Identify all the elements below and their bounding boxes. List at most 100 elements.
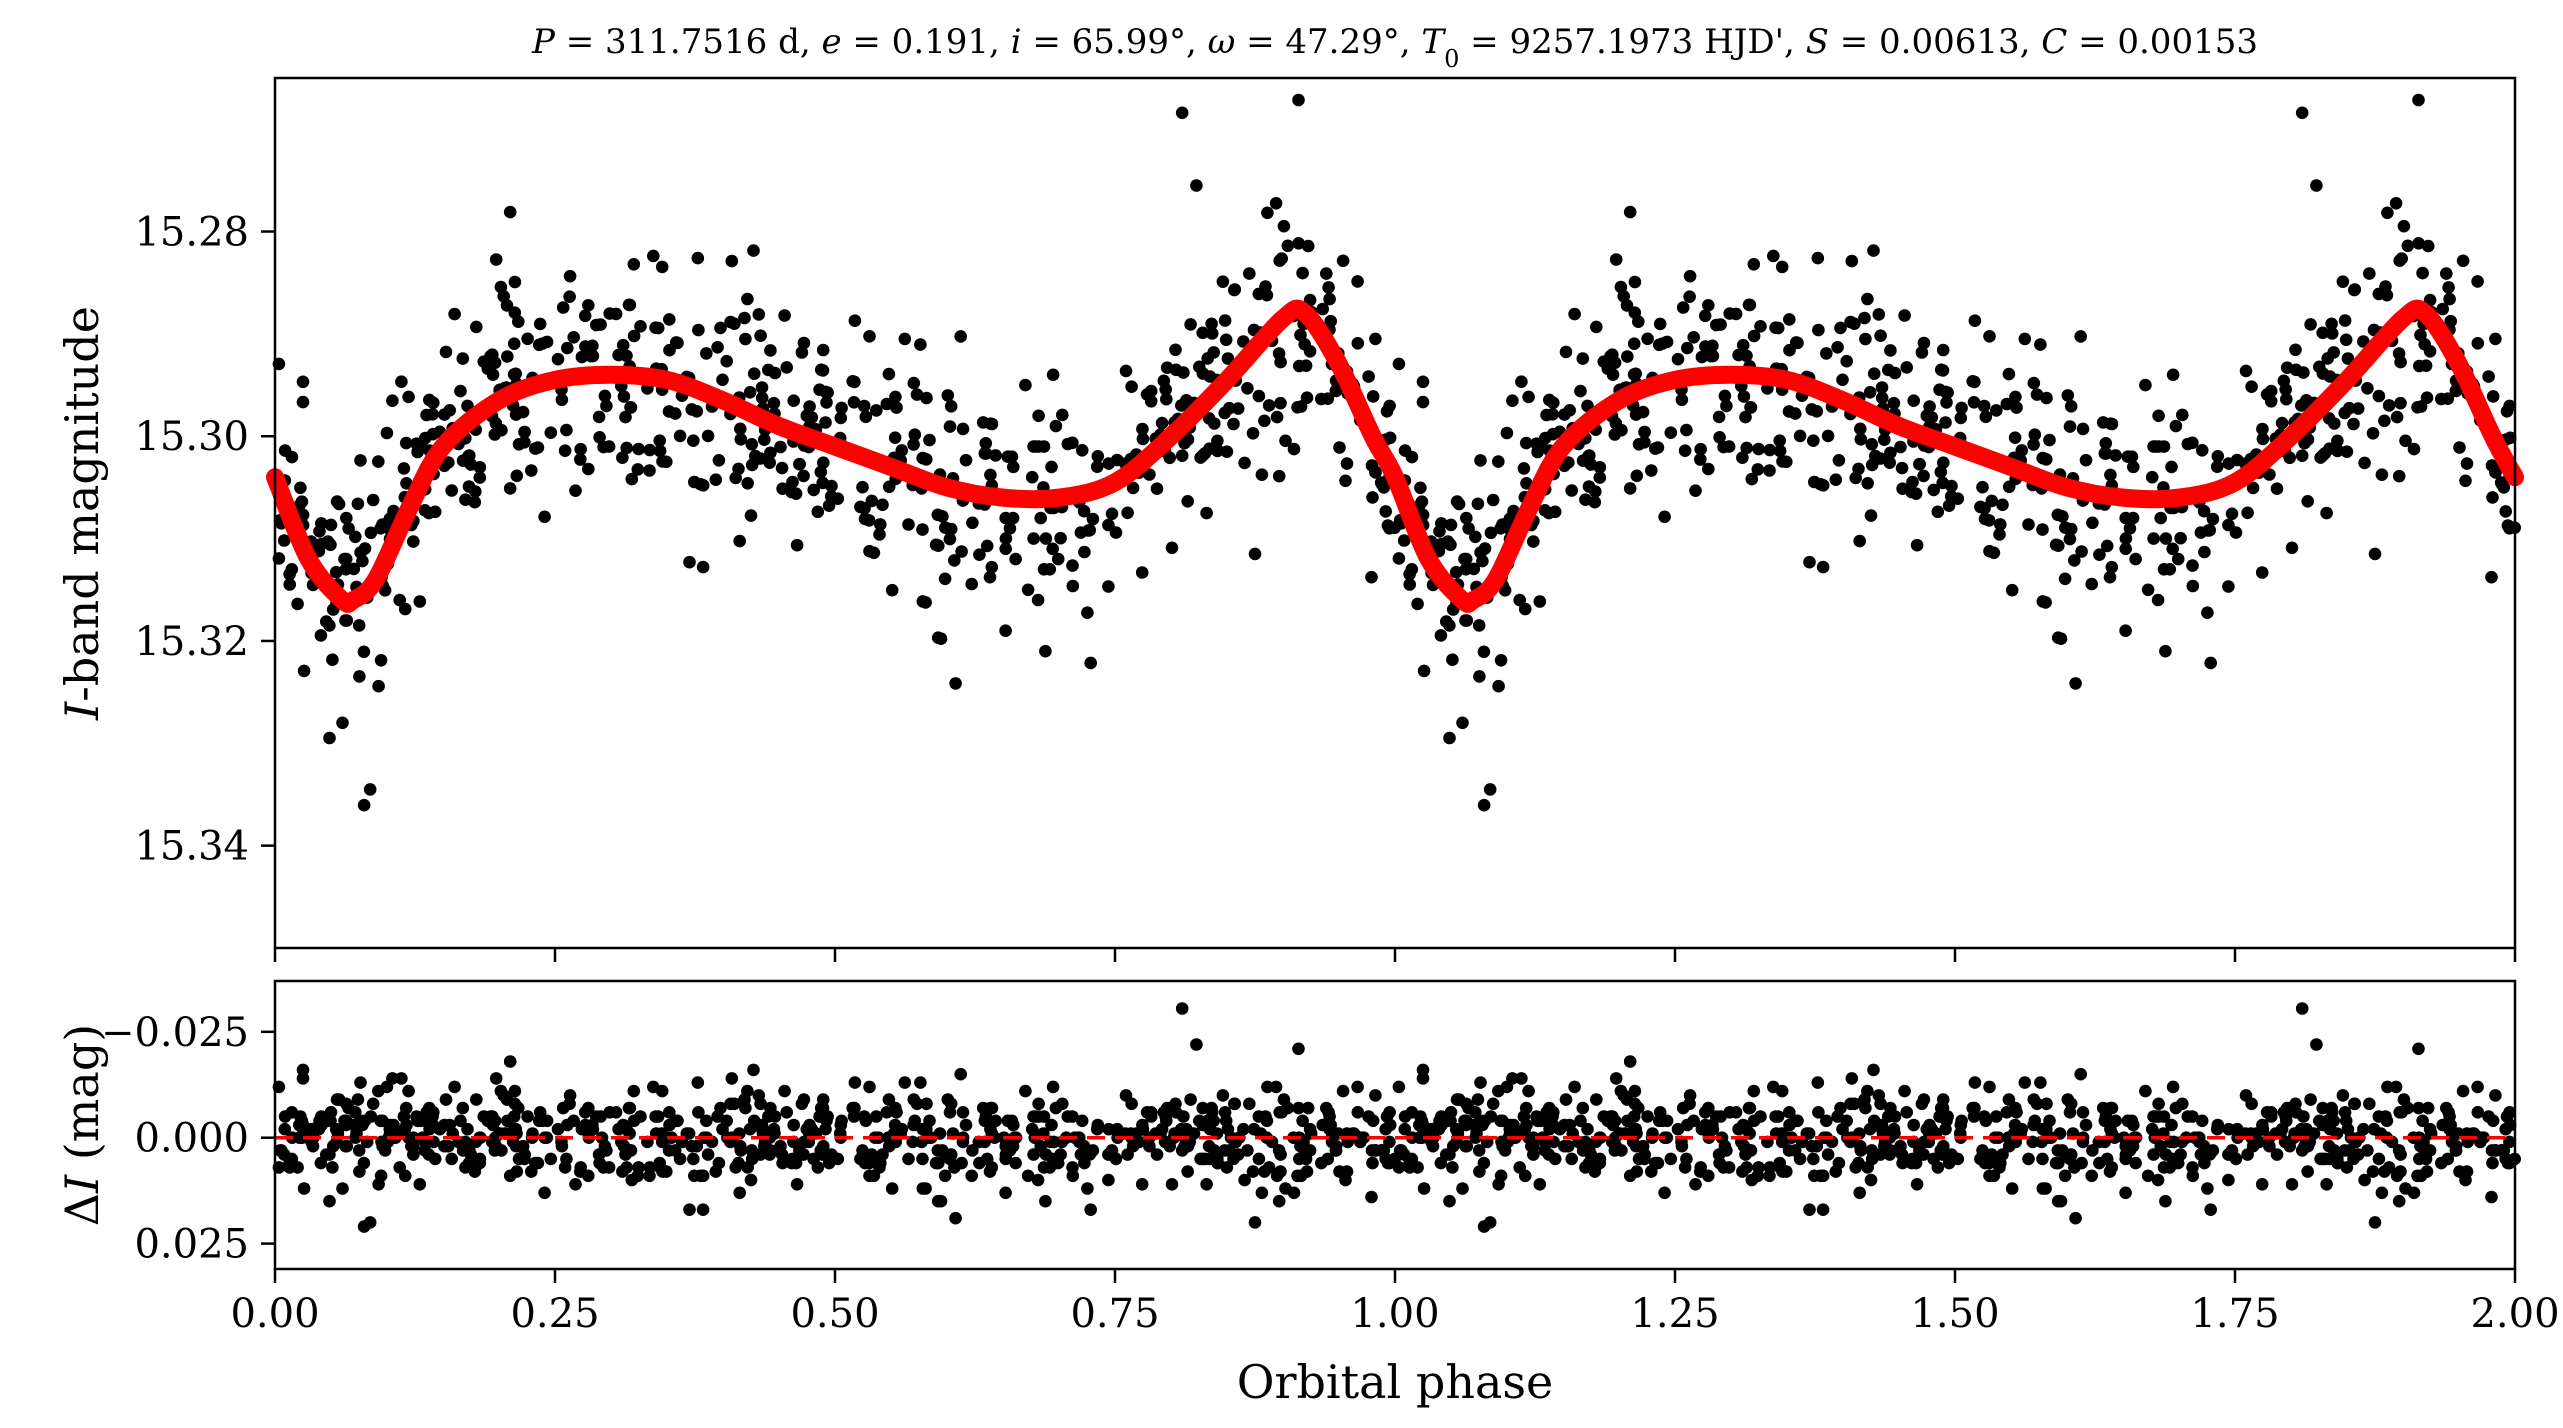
data-point — [2222, 580, 2235, 593]
data-point — [1683, 290, 1696, 304]
residual-point — [399, 1101, 413, 1115]
data-point — [778, 309, 791, 322]
data-point — [858, 512, 872, 526]
data-point — [617, 390, 631, 403]
residual-point — [863, 1169, 876, 1183]
data-point — [2416, 266, 2429, 280]
residual-point — [1483, 1216, 1497, 1229]
data-point — [1211, 434, 1224, 448]
data-point — [2147, 532, 2160, 545]
data-point — [2104, 468, 2117, 482]
residual-point — [2368, 1216, 2382, 1229]
data-point — [1867, 367, 1881, 381]
residual-point — [752, 1089, 766, 1102]
residual-point — [2297, 1110, 2310, 1123]
data-point — [745, 438, 759, 451]
data-point — [340, 614, 354, 627]
data-point — [1473, 670, 1486, 683]
residual-point — [320, 1148, 333, 1161]
residual-point — [2441, 1152, 2455, 1166]
residual-point — [1460, 1139, 1474, 1153]
data-point — [2372, 389, 2386, 403]
residual-point — [489, 1072, 503, 1085]
data-point — [889, 390, 902, 404]
residual-point — [454, 1114, 467, 1128]
data-point — [2295, 449, 2309, 463]
data-point — [2407, 442, 2421, 456]
data-point — [366, 493, 380, 507]
residual-point — [1628, 1084, 1642, 1098]
data-point — [2366, 427, 2380, 440]
residual-point — [340, 1139, 354, 1153]
data-point — [422, 506, 436, 520]
data-point — [2412, 237, 2425, 250]
data-point — [1009, 552, 1022, 566]
data-point — [1483, 783, 1497, 796]
data-point — [1736, 338, 1750, 352]
data-point — [364, 526, 378, 540]
residual-point — [1476, 1118, 1489, 1132]
data-point — [1181, 495, 1194, 508]
data-point — [2239, 364, 2253, 378]
residual-point — [1462, 1101, 1475, 1115]
data-point — [1913, 457, 1926, 471]
data-point — [949, 677, 962, 690]
data-point — [1910, 538, 1924, 552]
residual-point — [1945, 1148, 1958, 1161]
residual-point — [1433, 1114, 1446, 1128]
residual-point — [2126, 1139, 2140, 1153]
data-point — [1671, 352, 1685, 366]
x-tick-label: 0.25 — [510, 1291, 599, 1337]
residual-point — [2320, 1178, 2333, 1191]
residual-point — [2074, 1067, 2087, 1081]
data-point — [2154, 511, 2167, 525]
data-point — [1629, 408, 1643, 421]
residual-point — [1056, 1097, 1069, 1111]
data-point — [2399, 434, 2412, 448]
residual-point — [1039, 1194, 1052, 1208]
data-point — [1216, 275, 1230, 289]
data-point — [1405, 450, 1419, 464]
data-point — [776, 482, 789, 496]
data-point — [2401, 239, 2415, 253]
residual-point — [744, 1173, 758, 1187]
data-point — [696, 560, 710, 574]
residual-point — [1559, 1093, 1573, 1106]
residual-point — [2485, 1190, 2498, 1204]
data-point — [858, 502, 871, 515]
residual-point — [1803, 1203, 1816, 1216]
residual-point — [531, 1156, 545, 1170]
data-point — [876, 498, 889, 512]
data-point — [2129, 552, 2142, 566]
residual-point — [775, 1148, 789, 1161]
data-point — [501, 350, 514, 363]
data-point — [1978, 502, 1991, 515]
residual-point — [2419, 1152, 2433, 1166]
data-point — [448, 307, 461, 321]
data-point — [323, 731, 336, 745]
data-point — [1773, 444, 1787, 458]
residual-point — [448, 1080, 461, 1094]
data-point — [1194, 451, 1207, 464]
data-point — [2127, 460, 2140, 474]
data-point — [2436, 302, 2449, 316]
data-point — [1627, 337, 1641, 351]
data-point — [329, 565, 343, 579]
data-point — [556, 301, 570, 314]
residual-point — [882, 1139, 896, 1153]
residual-point — [825, 1148, 838, 1161]
residual-point — [627, 1084, 641, 1098]
residual-point — [1821, 1148, 1835, 1161]
residual-point — [1732, 1122, 1745, 1136]
data-point — [582, 299, 595, 312]
data-point — [2174, 531, 2187, 545]
data-point — [1417, 664, 1431, 678]
residual-point — [755, 1122, 769, 1136]
data-point — [1767, 249, 1780, 263]
residual-point — [1582, 1156, 1596, 1170]
residual-point — [2489, 1144, 2502, 1157]
data-point — [1259, 280, 1272, 293]
residual-point — [2036, 1182, 2050, 1195]
data-point — [2499, 505, 2512, 518]
residual-point — [2372, 1152, 2386, 1166]
